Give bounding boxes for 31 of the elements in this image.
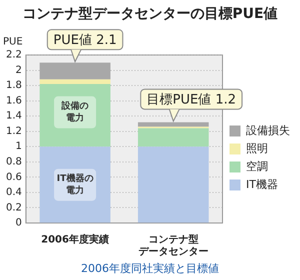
y-tick-label: 0.4: [6, 187, 22, 198]
bar: [138, 122, 209, 127]
annotation: IT機器の電力: [56, 173, 94, 196]
bar: [138, 146, 209, 223]
y-axis-title: PUE: [3, 36, 23, 48]
y-tick-label: 1.4: [6, 110, 22, 122]
bar: [40, 84, 110, 147]
annotation: 設備の電力: [60, 100, 89, 124]
chart-title: コンテナ型データセンターの目標PUE値: [21, 5, 279, 24]
y-tick-label: 2.2: [6, 50, 22, 61]
x-tick-label: コンテナ型データセンター: [138, 234, 208, 258]
x-tick-label: 2006年度実績: [41, 234, 109, 246]
y-tick-label: 1.2: [6, 126, 22, 137]
bar: [40, 146, 110, 223]
text: 2006年度同社実績と目標値: [80, 261, 220, 277]
y-tick-label: 2: [16, 64, 22, 76]
annotation: 目標PUE値 1.2: [146, 92, 236, 108]
legend-label: 空調: [246, 160, 268, 173]
legend-label: 設備損失: [246, 124, 290, 137]
legend-label: IT機器: [246, 178, 278, 191]
y-tick-label: 0.6: [6, 172, 22, 183]
y-tick-label: 1.8: [6, 80, 22, 92]
y-tick-label: 1.6: [6, 95, 22, 106]
y-tick-label: 0.2: [6, 202, 22, 214]
y-tick-label: 1: [16, 141, 22, 152]
y-tick-label: 0: [16, 218, 22, 229]
bar: [138, 128, 209, 147]
annotation: PUE値 2.1: [53, 33, 117, 48]
y-tick-label: 0.8: [6, 156, 22, 168]
legend-label: 照明: [246, 142, 268, 155]
bar: [40, 79, 110, 84]
